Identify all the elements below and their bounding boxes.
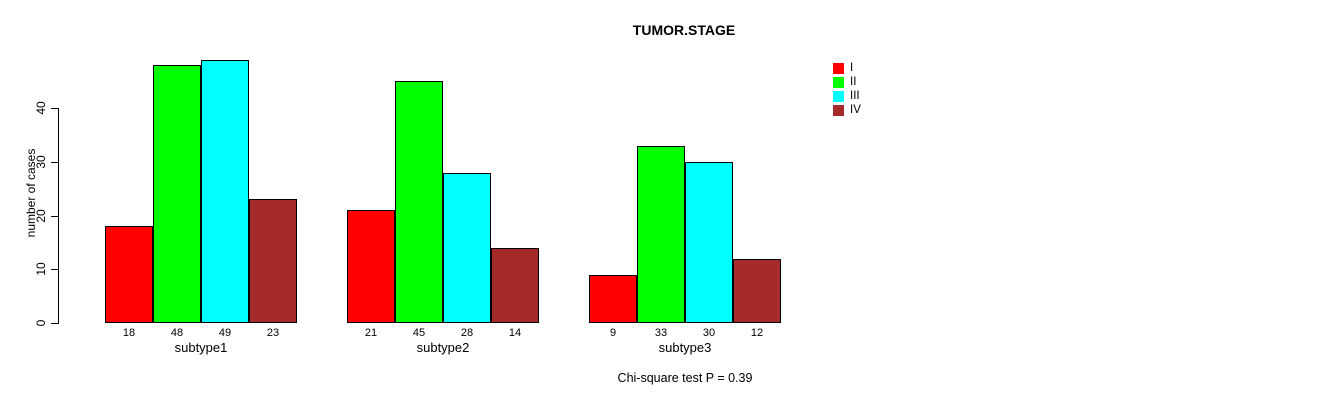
legend: I II III IV [833,62,861,116]
legend-swatch-III [833,91,844,102]
bar-subtype1-stage-III [201,60,249,323]
legend-entry-III: III [833,90,861,102]
legend-swatch-I [833,63,844,74]
bar-value-label: 45 [412,327,426,339]
y-axis-line [58,108,59,324]
legend-label-II: II [850,76,857,88]
y-tick-label: 40 [34,101,48,115]
bar-subtype3-stage-III [685,162,733,323]
group-label-subtype3: subtype3 [658,340,712,355]
legend-swatch-II [833,77,844,88]
bar-subtype2-stage-I [347,210,395,323]
legend-swatch-IV [833,105,844,116]
group-label-subtype2: subtype2 [416,340,470,355]
bar-subtype2-stage-II [395,81,443,323]
bar-subtype2-stage-III [443,173,491,323]
bar-subtype1-stage-II [153,65,201,323]
y-tick-label: 30 [34,155,48,169]
bar-subtype3-stage-II [637,146,685,323]
bar-value-label: 23 [266,327,280,339]
y-tick-label: 0 [34,319,48,327]
y-tick-mark [51,269,58,270]
bar-subtype3-stage-IV [733,259,781,323]
legend-label-IV: IV [850,104,861,116]
bar-value-label: 28 [460,327,474,339]
chart-title: TUMOR.STAGE [632,22,736,38]
legend-entry-IV: IV [833,104,861,116]
group-label-subtype1: subtype1 [174,340,228,355]
y-tick-mark [51,162,58,163]
bar-value-label: 33 [654,327,668,339]
legend-entry-I: I [833,62,861,74]
bar-subtype1-stage-I [105,226,153,323]
bar-value-label: 49 [218,327,232,339]
y-tick-mark [51,216,58,217]
chi-square-note: Chi-square test P = 0.39 [617,371,753,385]
bar-value-label: 21 [364,327,378,339]
y-tick-label: 20 [34,209,48,223]
bar-value-label: 12 [750,327,764,339]
bar-subtype3-stage-I [589,275,637,323]
bar-value-label: 30 [702,327,716,339]
bar-subtype1-stage-IV [249,199,297,323]
y-tick-mark [51,108,58,109]
bar-value-label: 14 [508,327,522,339]
legend-entry-II: II [833,76,861,88]
bar-subtype2-stage-IV [491,248,539,323]
bar-value-label: 48 [170,327,184,339]
bar-value-label: 9 [609,327,617,339]
legend-label-III: III [850,90,860,102]
legend-label-I: I [850,62,854,74]
y-tick-label: 10 [34,262,48,276]
bar-value-label: 18 [122,327,136,339]
y-tick-mark [51,323,58,324]
